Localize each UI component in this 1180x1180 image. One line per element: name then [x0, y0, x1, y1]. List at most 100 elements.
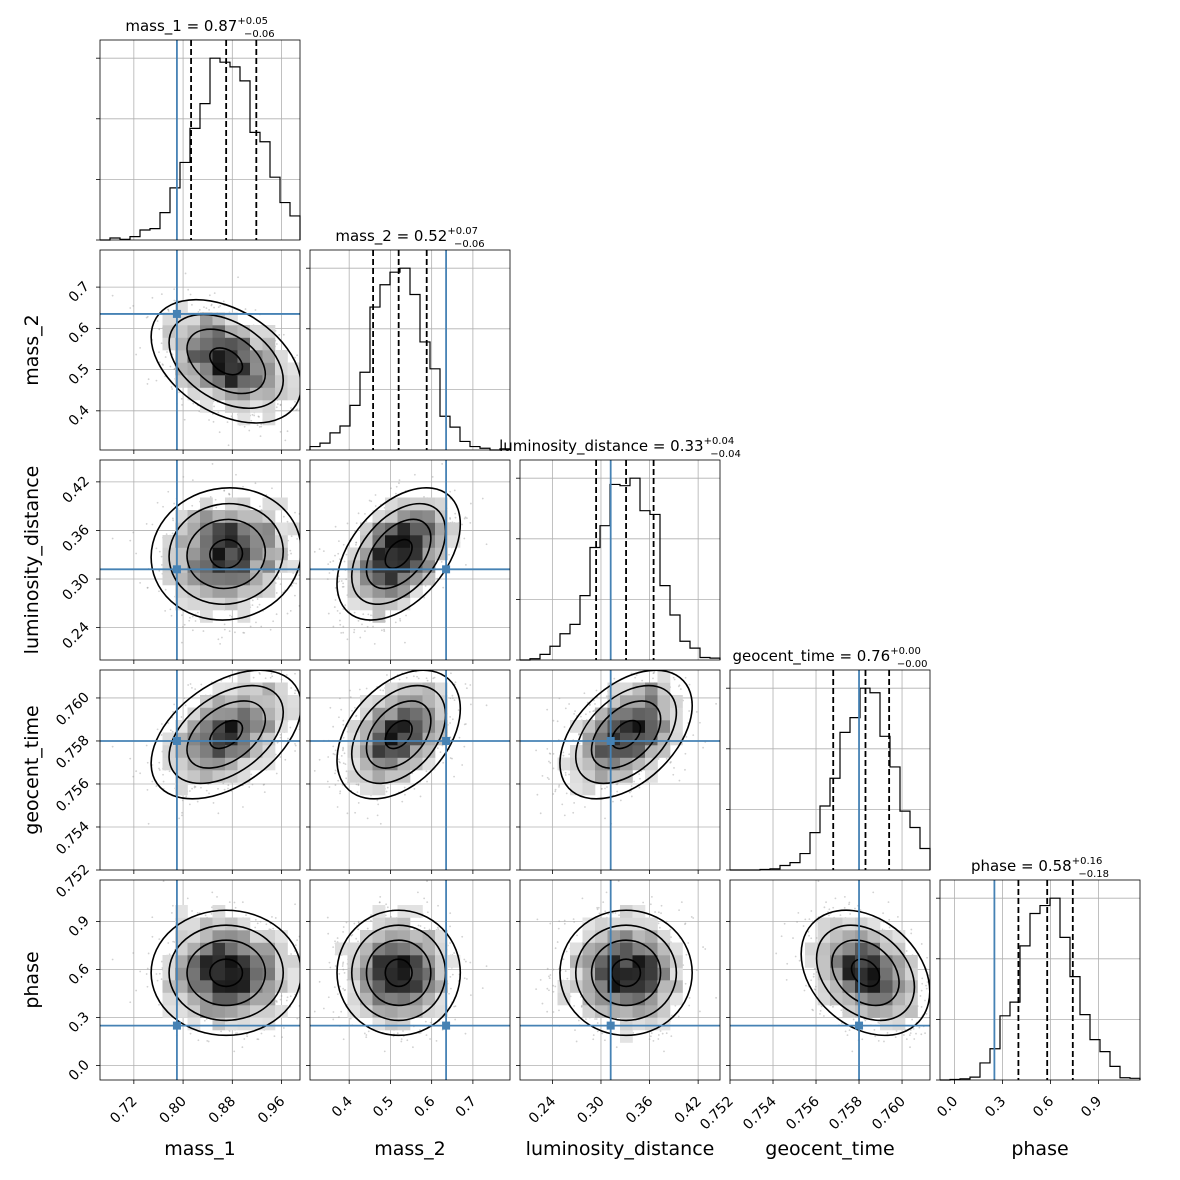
density-cell	[187, 770, 201, 783]
scatter-point	[448, 553, 450, 556]
scatter-point	[342, 543, 345, 546]
scatter-point	[213, 292, 216, 295]
scatter-point	[469, 521, 472, 524]
scatter-point	[334, 586, 337, 589]
cell-background	[520, 460, 720, 660]
scatter-point	[156, 728, 159, 731]
density-cell	[447, 522, 461, 536]
density-cell	[422, 535, 436, 548]
scatter-point	[294, 594, 296, 597]
density-cell	[372, 610, 386, 623]
density-cell	[250, 682, 263, 696]
scatter-point	[151, 523, 154, 526]
scatter-point	[294, 689, 297, 692]
density-cell	[200, 510, 213, 523]
scatter-point	[228, 676, 231, 679]
scatter-point	[219, 642, 222, 645]
scatter-point	[260, 423, 263, 426]
scatter-point	[295, 582, 298, 585]
scatter-point	[279, 733, 282, 736]
cell-background	[730, 670, 930, 870]
density-cell	[212, 695, 226, 708]
density-cell	[175, 350, 188, 363]
scatter-point	[431, 476, 434, 478]
y-tick-label: 0.5	[66, 361, 93, 388]
density-cell	[187, 720, 201, 733]
contour-level	[150, 670, 300, 800]
scatter-point	[158, 769, 161, 771]
scatter-point	[342, 582, 344, 585]
density-cell	[250, 695, 263, 708]
scatter-point	[485, 543, 488, 546]
y-tick-label: 0.4	[66, 402, 93, 429]
density-cell	[212, 707, 226, 721]
scatter-point	[340, 631, 343, 634]
scatter-point	[209, 495, 212, 498]
scatter-point	[223, 628, 226, 631]
density-cell	[237, 597, 251, 611]
scatter-point	[251, 599, 254, 602]
scatter-point	[222, 300, 225, 303]
scatter-point	[171, 517, 174, 520]
scatter-point	[413, 473, 416, 476]
axes-frame	[729, 669, 931, 871]
density-cell	[262, 337, 276, 351]
scatter-point	[302, 499, 304, 501]
scatter-point	[164, 356, 167, 358]
scatter-point	[361, 623, 363, 626]
scatter-point	[158, 550, 161, 553]
axes-frame	[309, 459, 511, 661]
density-cell	[237, 707, 251, 721]
scatter-point	[258, 672, 261, 674]
scatter-point	[294, 511, 296, 514]
scatter-point	[212, 400, 215, 403]
scatter-point	[158, 761, 161, 764]
density-cell	[200, 610, 213, 623]
density-cell	[397, 497, 411, 511]
scatter-point	[219, 304, 222, 307]
scatter-point	[302, 393, 304, 395]
scatter-point	[158, 767, 160, 770]
density-cell	[385, 572, 398, 586]
scatter-point	[270, 672, 273, 675]
scatter-point	[251, 604, 254, 606]
density-cell	[225, 560, 238, 573]
scatter-point	[449, 518, 452, 520]
density-cell	[262, 325, 276, 338]
scatter-point	[223, 489, 226, 492]
y-tick-label: 0.7	[66, 279, 93, 306]
scatter-point	[205, 307, 208, 310]
scatter-point	[282, 333, 285, 336]
density-cell	[175, 362, 188, 376]
scatter-point	[390, 487, 392, 490]
scatter-point	[327, 563, 330, 565]
scatter-point	[304, 720, 306, 722]
density-cell	[262, 745, 276, 758]
y-tick-label: 0.42	[59, 473, 92, 506]
density-cell	[275, 707, 288, 721]
density-cell	[200, 522, 213, 536]
density-cell	[175, 547, 188, 561]
density-cell	[372, 585, 386, 598]
density-cell	[212, 387, 226, 401]
scatter-point	[276, 741, 279, 744]
scatter-point	[129, 307, 132, 309]
density-cell	[200, 325, 213, 338]
scatter-point	[256, 598, 259, 600]
density-cell	[347, 597, 361, 611]
density-cell	[162, 572, 176, 586]
density-cell	[262, 510, 276, 523]
scatter-point	[252, 676, 255, 679]
density-cell	[212, 522, 226, 536]
scatter-point	[286, 612, 289, 615]
scatter-point	[357, 619, 360, 622]
scatter-point	[276, 403, 279, 405]
scatter-point	[333, 606, 336, 608]
scatter-point	[274, 582, 277, 584]
density-cell	[237, 682, 251, 696]
scatter-point	[342, 631, 345, 634]
density-cell	[275, 547, 288, 561]
scatter-point	[139, 346, 142, 349]
scatter-point	[187, 684, 190, 686]
